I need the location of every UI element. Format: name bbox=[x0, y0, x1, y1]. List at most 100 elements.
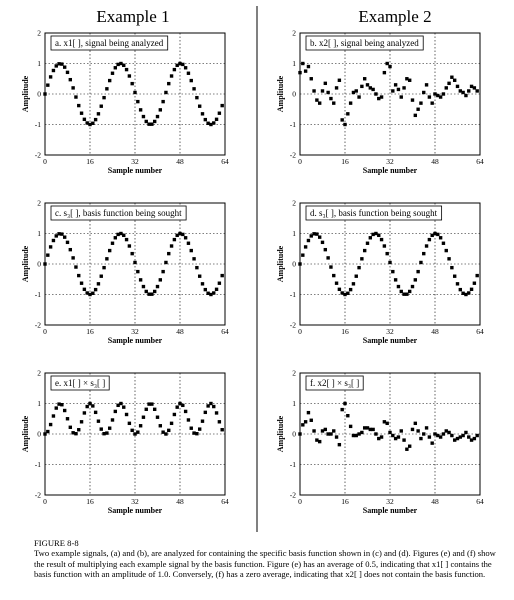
data-point bbox=[346, 291, 350, 295]
data-point bbox=[122, 63, 126, 68]
data-point bbox=[141, 415, 146, 419]
y-tick-label: 1 bbox=[292, 399, 296, 408]
data-point bbox=[113, 236, 118, 240]
data-point bbox=[374, 231, 378, 236]
data-point bbox=[475, 273, 479, 278]
data-point bbox=[340, 291, 344, 295]
y-tick-label: 0 bbox=[292, 430, 296, 439]
data-point bbox=[441, 432, 446, 436]
y-axis-label: Amplitude bbox=[21, 415, 30, 452]
data-point bbox=[407, 444, 412, 448]
data-point bbox=[430, 441, 434, 445]
data-point bbox=[169, 74, 174, 78]
data-point bbox=[444, 429, 448, 433]
data-point bbox=[458, 287, 463, 292]
data-point bbox=[377, 233, 381, 238]
data-point bbox=[301, 61, 305, 66]
data-point bbox=[438, 95, 443, 99]
x-tick-label: 64 bbox=[221, 157, 229, 166]
data-point bbox=[82, 287, 87, 292]
data-point bbox=[405, 447, 409, 451]
data-point bbox=[48, 245, 53, 249]
data-point bbox=[74, 265, 78, 269]
data-point bbox=[152, 119, 157, 124]
data-point bbox=[320, 429, 325, 433]
data-point bbox=[183, 409, 188, 414]
data-point bbox=[332, 101, 336, 105]
data-point bbox=[127, 421, 132, 426]
x-tick-label: 32 bbox=[386, 157, 394, 166]
data-point bbox=[298, 70, 302, 75]
panel-label-box bbox=[305, 35, 424, 51]
data-point bbox=[396, 87, 401, 92]
data-point bbox=[368, 427, 373, 432]
data-point bbox=[382, 420, 387, 424]
panel-label-box bbox=[305, 205, 443, 221]
y-axis-label: Amplitude bbox=[21, 245, 30, 282]
data-point bbox=[102, 431, 106, 436]
data-point bbox=[138, 278, 143, 282]
data-point bbox=[54, 64, 58, 68]
data-point bbox=[464, 93, 468, 98]
x-tick-label: 16 bbox=[86, 327, 94, 336]
data-point bbox=[175, 63, 179, 68]
y-tick-label: 1 bbox=[37, 59, 41, 68]
data-point bbox=[141, 114, 146, 119]
y-axis-label: Amplitude bbox=[276, 75, 285, 112]
data-point bbox=[447, 257, 451, 261]
data-point bbox=[107, 426, 112, 430]
data-point bbox=[152, 289, 157, 294]
x-axis-label: Sample number bbox=[108, 506, 163, 515]
data-point bbox=[438, 435, 443, 439]
data-point bbox=[138, 108, 143, 112]
data-point bbox=[96, 419, 101, 423]
data-point bbox=[427, 435, 432, 439]
data-point bbox=[88, 122, 92, 127]
data-point bbox=[144, 289, 148, 294]
data-point bbox=[303, 420, 308, 424]
data-point bbox=[407, 289, 412, 294]
data-point bbox=[172, 67, 177, 72]
data-point bbox=[105, 257, 109, 261]
y-tick-label: 1 bbox=[37, 229, 41, 238]
caption-text: Two example signals, (a) and (b), are an… bbox=[34, 548, 496, 580]
data-point bbox=[315, 232, 319, 236]
data-point bbox=[200, 419, 205, 423]
data-point bbox=[303, 69, 308, 73]
data-point bbox=[147, 402, 151, 406]
data-point bbox=[200, 112, 205, 116]
data-point bbox=[186, 241, 191, 245]
data-point bbox=[455, 282, 460, 286]
data-point bbox=[65, 70, 70, 75]
data-point bbox=[122, 405, 126, 409]
column-title-example-1: Example 1 bbox=[96, 7, 169, 26]
data-point bbox=[402, 438, 406, 442]
data-point bbox=[172, 412, 177, 417]
data-point bbox=[217, 111, 222, 115]
data-point bbox=[365, 426, 370, 430]
caption-title: FIGURE 8-8 bbox=[34, 538, 79, 548]
data-point bbox=[175, 405, 179, 409]
data-point bbox=[351, 433, 356, 438]
data-point bbox=[138, 424, 143, 428]
data-point bbox=[469, 84, 474, 89]
data-point bbox=[150, 292, 154, 296]
data-point bbox=[144, 119, 148, 124]
data-point bbox=[441, 241, 446, 245]
data-point bbox=[410, 98, 415, 102]
data-point bbox=[214, 287, 219, 292]
data-point bbox=[130, 81, 134, 86]
data-point bbox=[130, 251, 134, 256]
data-point bbox=[195, 431, 199, 436]
data-point bbox=[155, 284, 160, 289]
data-point bbox=[107, 78, 112, 83]
data-point bbox=[214, 411, 219, 415]
data-point bbox=[68, 247, 73, 252]
data-point bbox=[312, 429, 316, 433]
data-point bbox=[407, 78, 412, 82]
x-tick-label: 48 bbox=[176, 327, 184, 336]
data-point bbox=[343, 122, 347, 127]
data-point bbox=[329, 96, 333, 101]
x-tick-label: 0 bbox=[298, 327, 302, 336]
